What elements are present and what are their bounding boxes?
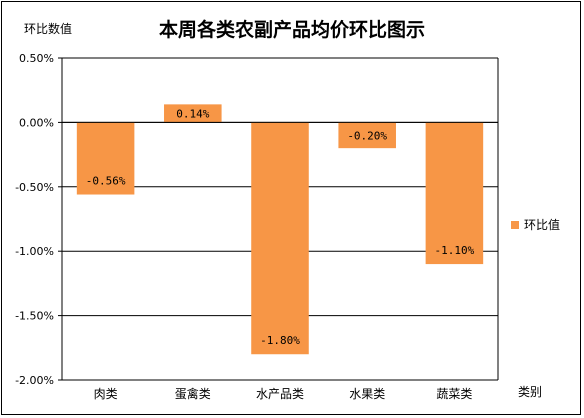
legend-label: 环比值 bbox=[524, 218, 561, 232]
data-label: -0.20% bbox=[347, 129, 387, 142]
y-tick-label: -1.50% bbox=[15, 310, 54, 323]
y-tick-label: 0.50% bbox=[19, 52, 54, 65]
data-label: -1.80% bbox=[260, 334, 300, 347]
bar bbox=[425, 122, 484, 265]
bar bbox=[164, 104, 222, 123]
y-tick-label: 0.00% bbox=[19, 116, 54, 129]
y-tick-label: -1.00% bbox=[15, 245, 54, 258]
data-label: -0.56% bbox=[86, 175, 126, 188]
category-label: 水产品类 bbox=[256, 387, 304, 401]
bar bbox=[76, 122, 135, 195]
data-label: 0.14% bbox=[176, 107, 209, 120]
y-tick-label: -0.50% bbox=[15, 181, 54, 194]
legend: 环比值 bbox=[511, 216, 560, 233]
category-label: 蔬菜类 bbox=[436, 387, 472, 401]
category-label: 肉类 bbox=[94, 387, 118, 401]
category-label: 水果类 bbox=[349, 387, 385, 401]
legend-swatch bbox=[511, 220, 519, 229]
y-tick-label: -2.00% bbox=[15, 374, 54, 387]
bar bbox=[251, 122, 309, 355]
chart-title: 本周各类农副产品均价环比图示 bbox=[158, 19, 425, 41]
y-axis-title: 环比数值 bbox=[24, 22, 73, 36]
data-label: -1.10% bbox=[435, 244, 475, 257]
x-axis-title: 类别 bbox=[518, 385, 543, 399]
category-label: 蛋禽类 bbox=[175, 386, 211, 401]
bar bbox=[338, 122, 396, 149]
